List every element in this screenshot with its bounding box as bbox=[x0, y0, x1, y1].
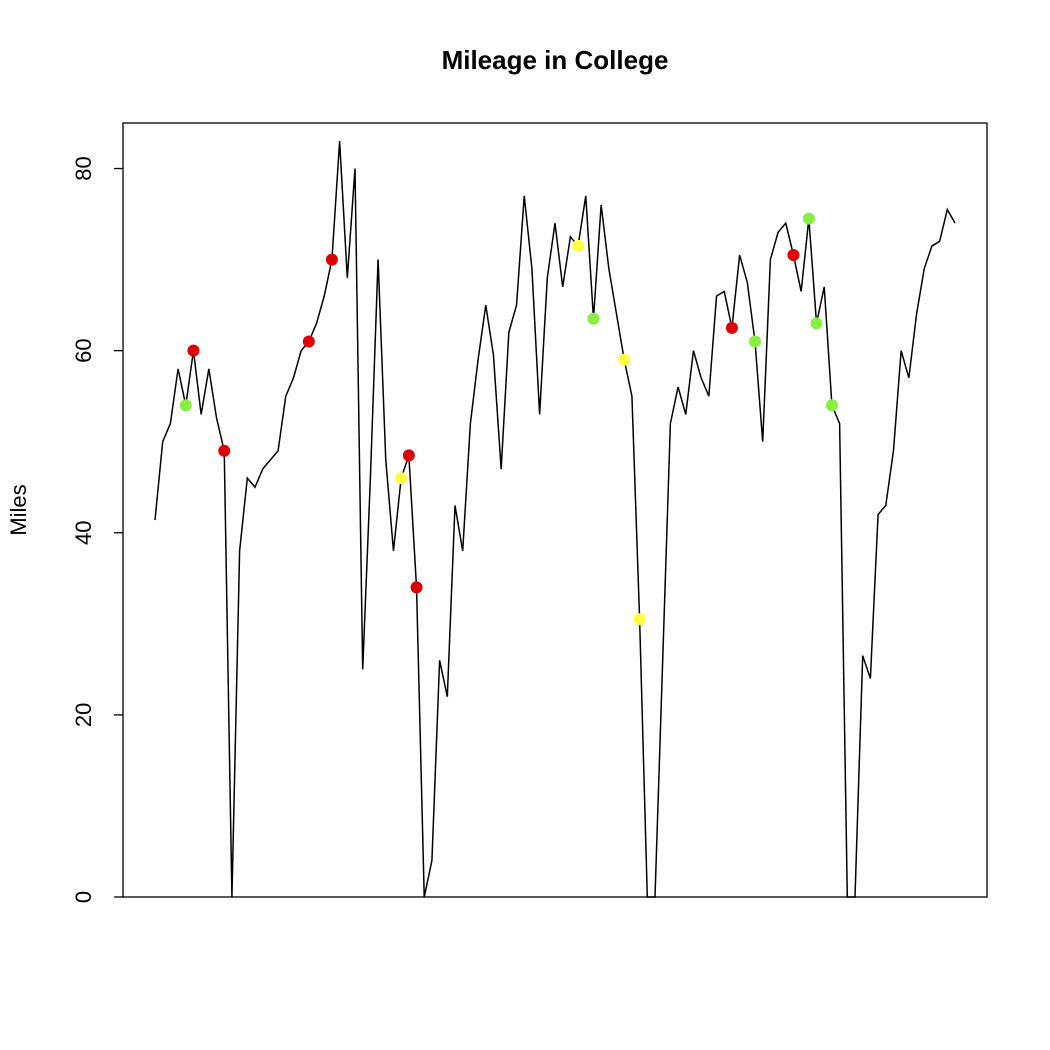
data-point bbox=[218, 444, 231, 457]
data-point bbox=[725, 321, 738, 334]
data-point bbox=[402, 449, 415, 462]
data-point bbox=[325, 253, 338, 266]
data-point bbox=[187, 344, 200, 357]
y-tick-label: 40 bbox=[71, 521, 96, 545]
data-point bbox=[633, 613, 646, 626]
data-point bbox=[410, 581, 423, 594]
y-tick-label: 60 bbox=[71, 338, 96, 362]
data-point bbox=[395, 472, 408, 485]
chart-title: Mileage in College bbox=[442, 45, 669, 75]
y-tick-label: 20 bbox=[71, 703, 96, 727]
data-point bbox=[802, 212, 815, 225]
data-point bbox=[825, 399, 838, 412]
data-point bbox=[618, 353, 631, 366]
data-line bbox=[154, 141, 956, 898]
y-axis-label: Miles bbox=[6, 484, 31, 535]
data-point bbox=[179, 399, 192, 412]
data-point bbox=[572, 239, 585, 252]
y-tick-label: 80 bbox=[71, 156, 96, 180]
plot-frame bbox=[122, 122, 988, 898]
data-point bbox=[302, 335, 315, 348]
data-point bbox=[749, 335, 761, 348]
y-tick-label: 0 bbox=[71, 891, 96, 903]
data-point bbox=[787, 249, 800, 262]
data-point bbox=[810, 317, 823, 330]
data-point bbox=[587, 312, 600, 325]
